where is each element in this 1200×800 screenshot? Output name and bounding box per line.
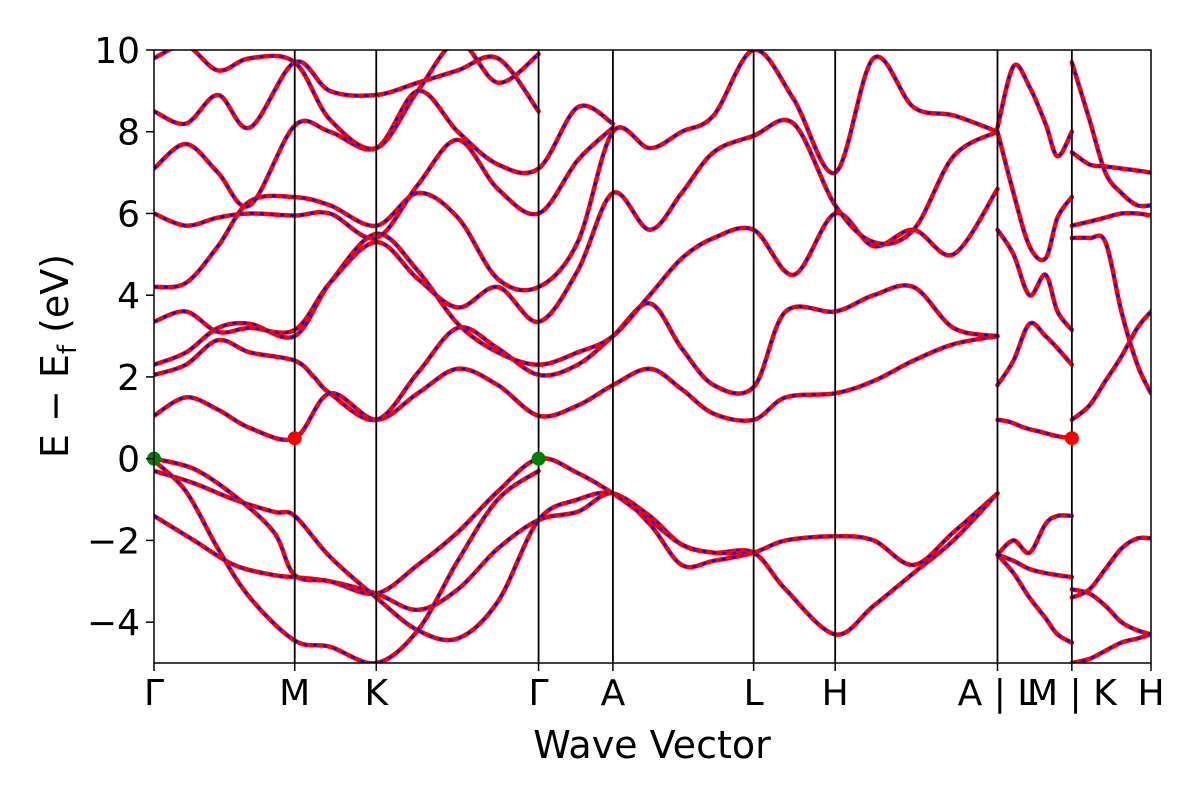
band-line-8 [154,50,1000,293]
band-overlay-23 [1071,536,1151,599]
x-axis-ticks: Γ M K Γ A L H A | LM | K H [144,663,1165,714]
band-overlay-11 [154,55,540,130]
band-overlay-27 [1071,151,1151,174]
y-tick-label-4: 4 [117,276,140,317]
bands-layer [154,50,1151,663]
x-tick-label-1: M [279,673,310,714]
y-tick-label-5: 6 [117,194,140,235]
band-overlay-13 [996,514,1072,556]
band-overlay-4 [154,334,998,441]
band-line-13 [995,513,1075,557]
x-tick-label-7: A | L [958,673,1038,714]
x-tick-label-0: Γ [144,673,164,714]
band-overlay-10 [154,89,614,208]
kpoint-lines [293,50,1073,663]
y-tick-label-2: 0 [117,440,140,481]
y-tick-label-1: −2 [87,521,140,562]
x-tick-label-9: H [1137,673,1164,714]
x-tick-label-5: L [744,673,764,714]
band-overlay-21 [1071,633,1151,663]
band-line-23 [1069,535,1151,600]
band-overlay-26 [1071,211,1151,227]
extremum-marker-3 [1064,431,1079,446]
band-overlay-17 [996,321,1073,386]
x-tick-label-4: A [601,673,626,714]
band-line-28 [1069,60,1151,209]
band-line-14 [995,552,1075,645]
y-axis-title: E − Ef (eV) [33,254,83,458]
x-tick-label-6: H [822,673,849,714]
band-overlay-24 [1071,310,1151,421]
band-overlay-22 [1071,588,1151,636]
band-line-25 [1069,233,1151,396]
extremum-marker-2 [287,431,302,446]
y-axis-title-main: E − E [33,354,77,458]
band-overlay-16 [997,418,1072,440]
band-overlay-20 [996,63,1073,158]
y-tick-label-6: 8 [117,113,140,154]
band-overlay-6 [154,188,999,366]
band-overlay-8 [154,50,998,292]
band-overlay-15 [997,553,1073,579]
band-line-3 [154,458,541,663]
band-line-10 [154,88,616,209]
y-axis-title-unit: (eV) [33,254,77,333]
band-line-0 [154,491,1000,613]
band-overlay-7 [154,118,999,334]
y-axis-title-sub: f [53,344,83,354]
band-overlay-1 [154,469,999,642]
band-line-22 [1069,587,1151,637]
y-tick-label-3: 2 [117,358,140,399]
band-overlay-28 [1070,61,1151,208]
x-tick-label-8: M | K [1027,673,1118,714]
extremum-marker-1 [531,451,546,466]
band-overlay-14 [996,553,1073,644]
y-tick-label-7: 10 [94,31,140,72]
band-line-18 [995,227,1075,333]
y-axis-ticks: −4 −2 0 2 4 6 8 10 [87,31,154,644]
band-overlay-18 [996,229,1073,331]
x-tick-label-3: Γ [529,673,549,714]
plot-frame [153,49,1152,664]
x-tick-label-2: K [364,673,389,714]
extrema-markers [147,431,1079,466]
y-tick-label-0: −4 [87,603,140,644]
band-overlay-19 [996,131,1073,262]
band-line-1 [154,468,1000,643]
band-overlay-2 [154,456,754,596]
band-line-17 [995,320,1075,388]
band-line-27 [1069,149,1151,175]
x-axis-title: Wave Vector [533,723,771,767]
band-line-12 [154,50,541,152]
band-line-20 [995,62,1075,159]
